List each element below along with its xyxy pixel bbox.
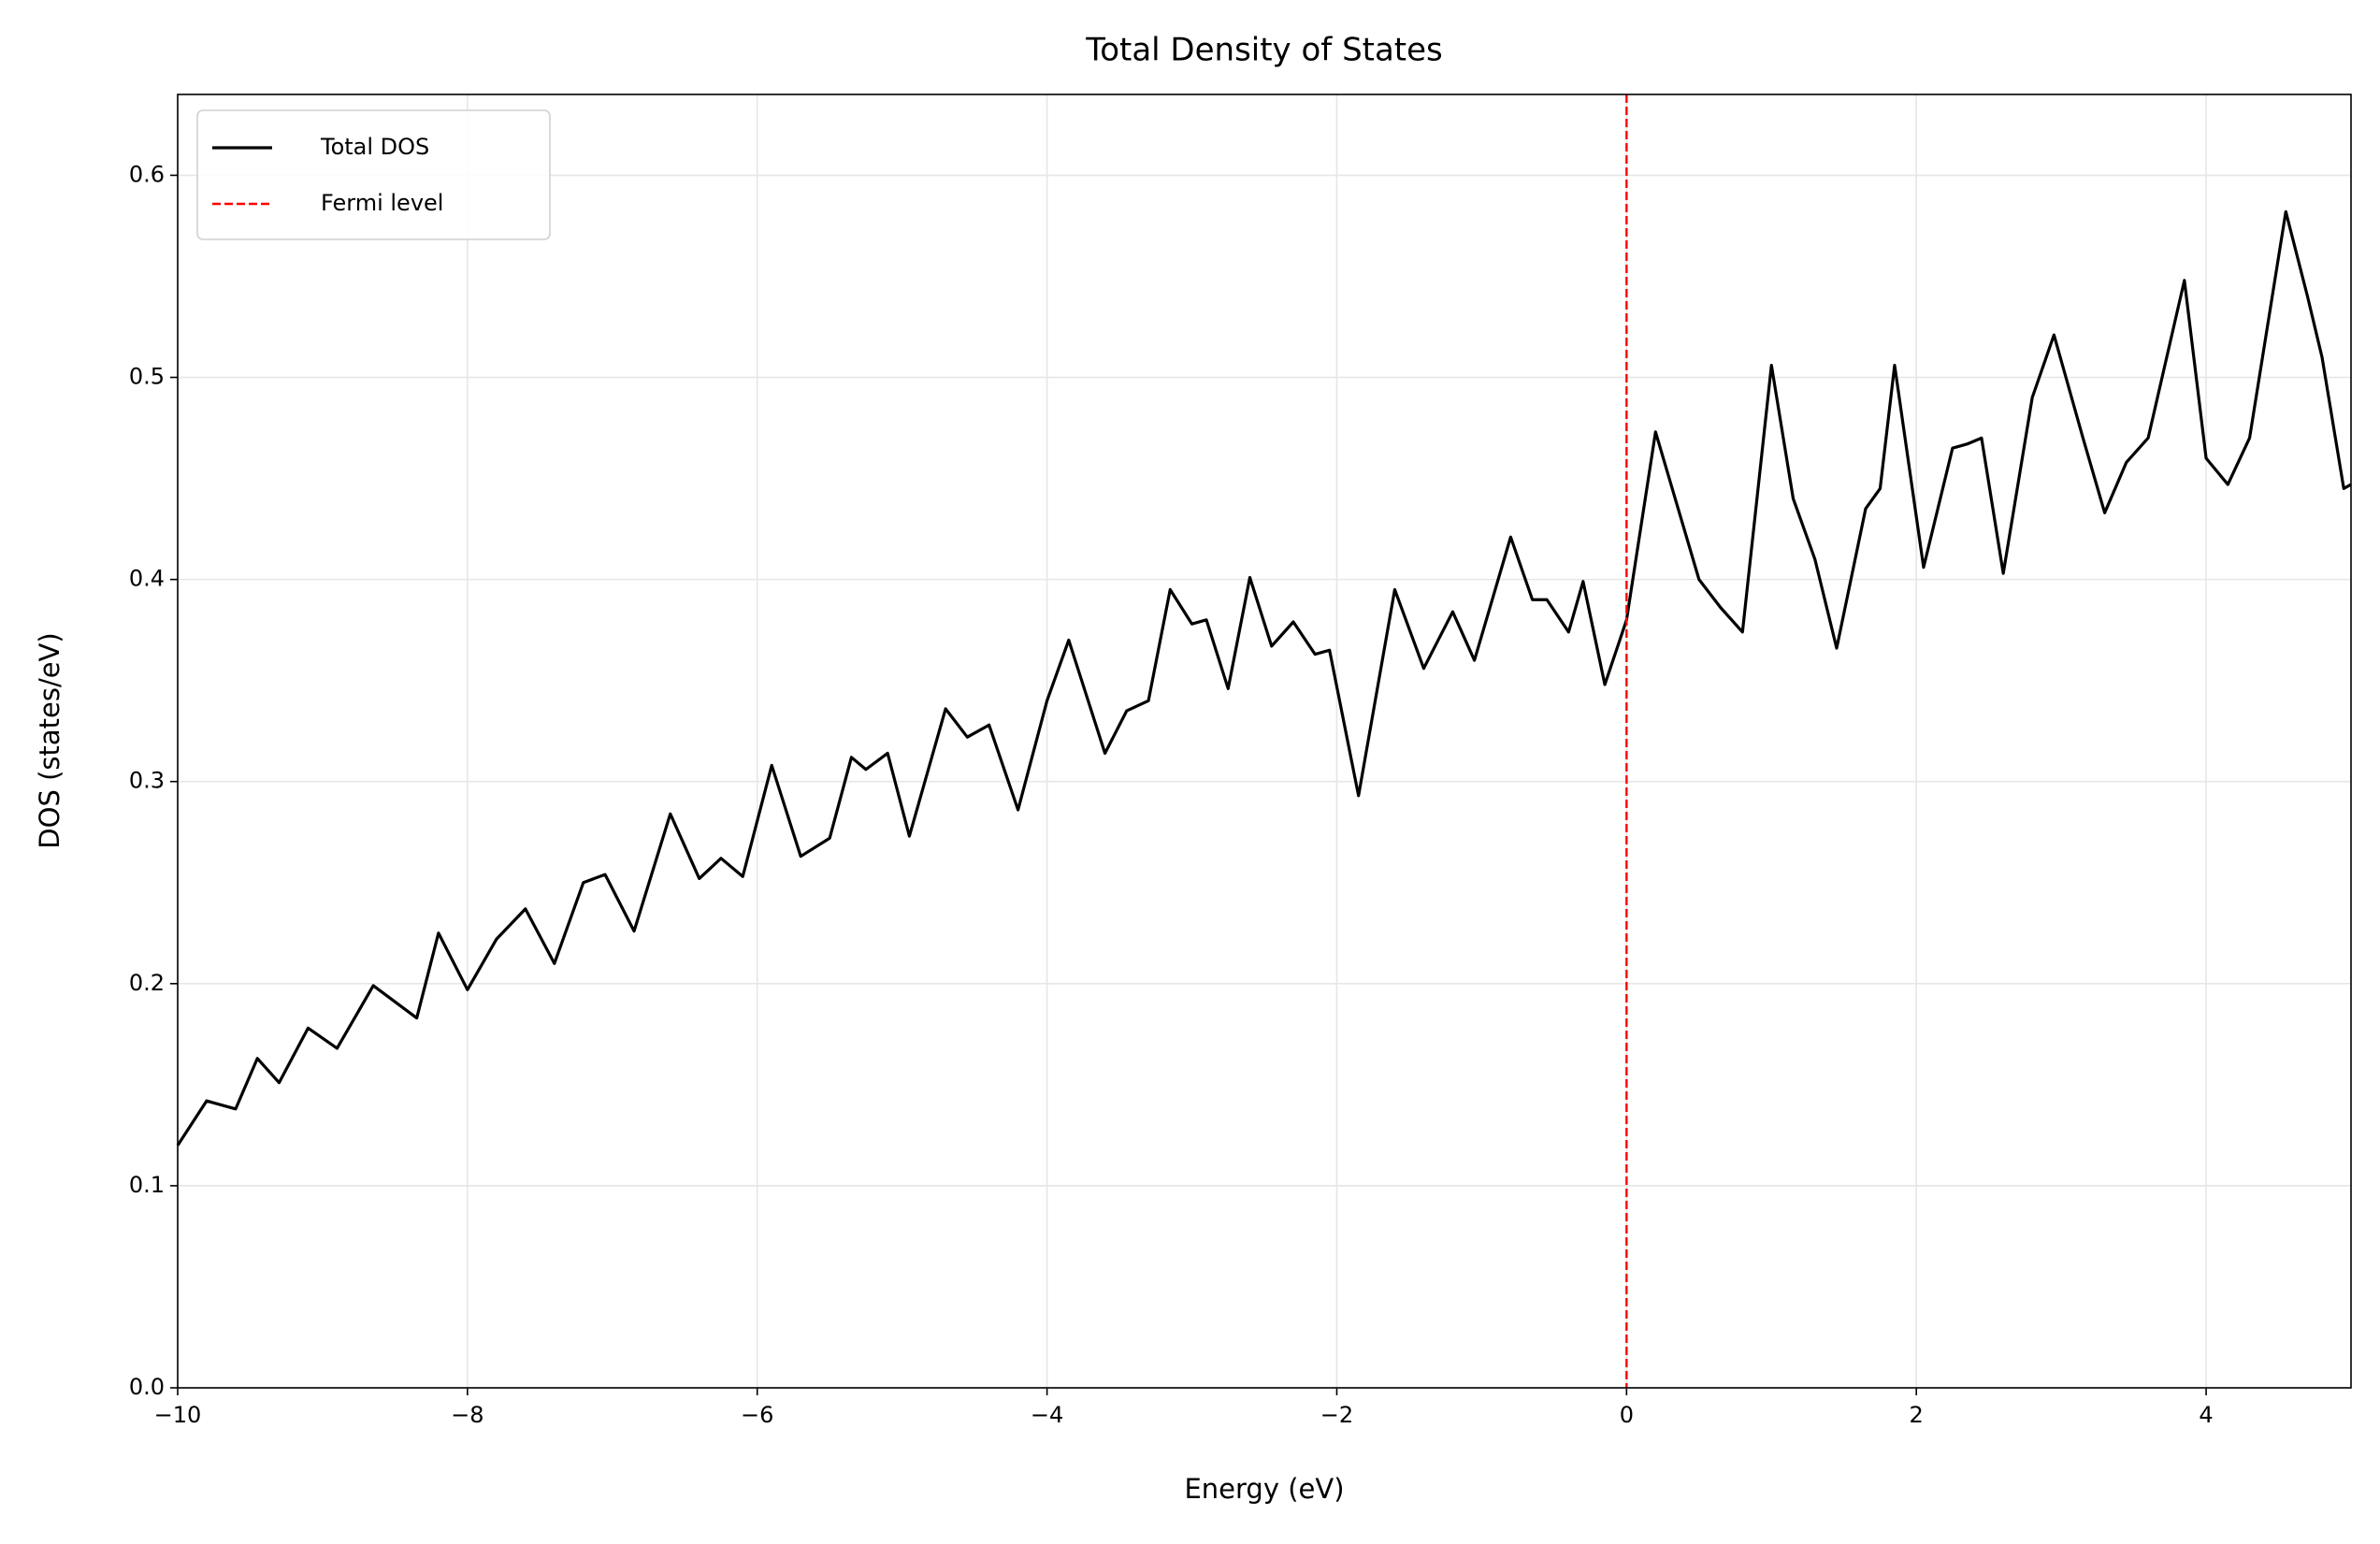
x-tick-label: −10 (154, 1402, 202, 1428)
x-tick-label: −4 (1031, 1402, 1063, 1428)
y-tick-label: 0.6 (129, 161, 165, 187)
y-tick-label: 0.1 (129, 1172, 165, 1198)
x-axis-label: Energy (eV) (1184, 1473, 1344, 1505)
y-tick-label: 0.2 (129, 970, 165, 996)
dos-line (176, 209, 2352, 1147)
x-tick-label: −2 (1320, 1402, 1353, 1428)
y-tick-label: 0.0 (129, 1374, 165, 1400)
y-axis-label: DOS (states/eV) (34, 632, 65, 848)
y-tick-label: 0.5 (129, 364, 165, 390)
legend-label: Total DOS (320, 134, 429, 160)
y-tick-label: 0.3 (129, 768, 165, 794)
plot-frame (177, 94, 2352, 1389)
legend-label: Fermi level (321, 190, 443, 216)
x-tick-label: 2 (1910, 1402, 1924, 1428)
x-tick-label: 0 (1620, 1402, 1634, 1428)
x-tick-label: −8 (451, 1402, 483, 1428)
legend-box (196, 109, 551, 240)
x-tick-label: −6 (741, 1402, 773, 1428)
x-tick-label: 4 (2199, 1402, 2213, 1428)
y-tick-label: 0.4 (129, 566, 165, 592)
chart-title: Total Density of States (1085, 32, 1443, 69)
